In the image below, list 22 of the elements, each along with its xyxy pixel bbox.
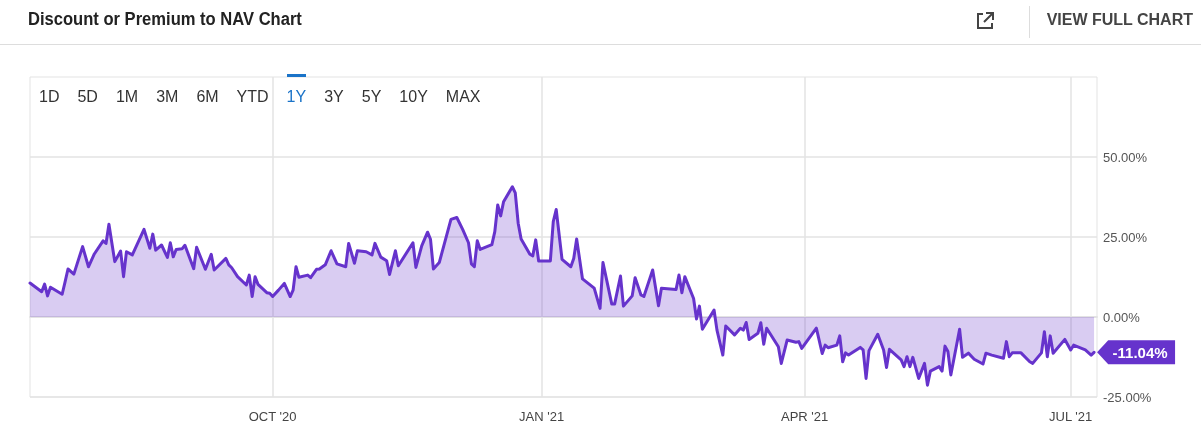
annotation: -11.04% <box>1112 343 1168 361</box>
annotation: 1D <box>38 88 61 106</box>
y-tick-label: 25.00% <box>1103 229 1148 245</box>
text: VIEW FULL CHART <box>1046 11 1193 29</box>
x-tick-label: JUL '21 <box>1049 409 1093 424</box>
y-tick-label: 50.00% <box>1103 149 1148 165</box>
y-tick-label: -25.00% <box>1103 389 1152 405</box>
y-tick-label: 0.00% <box>1103 309 1141 325</box>
annotation: MAX <box>444 88 482 106</box>
annotation: 5D <box>76 88 99 106</box>
annotation: 1Y <box>277 88 316 106</box>
x-tick-label: APR '21 <box>781 409 829 424</box>
annotation: 3Y <box>323 88 345 106</box>
chart-title: Discount or Premium to NAV Chart <box>28 9 302 30</box>
annotation: 6M <box>195 88 220 106</box>
x-tick-label: JAN '21 <box>519 409 565 424</box>
annotation: 10Y <box>398 88 429 106</box>
annotation: 3M <box>155 88 180 106</box>
annotation: YTD <box>235 88 270 106</box>
x-tick-label: OCT '20 <box>248 409 297 424</box>
annotation: 1M <box>114 88 140 106</box>
annotation: 5Y <box>360 88 383 106</box>
